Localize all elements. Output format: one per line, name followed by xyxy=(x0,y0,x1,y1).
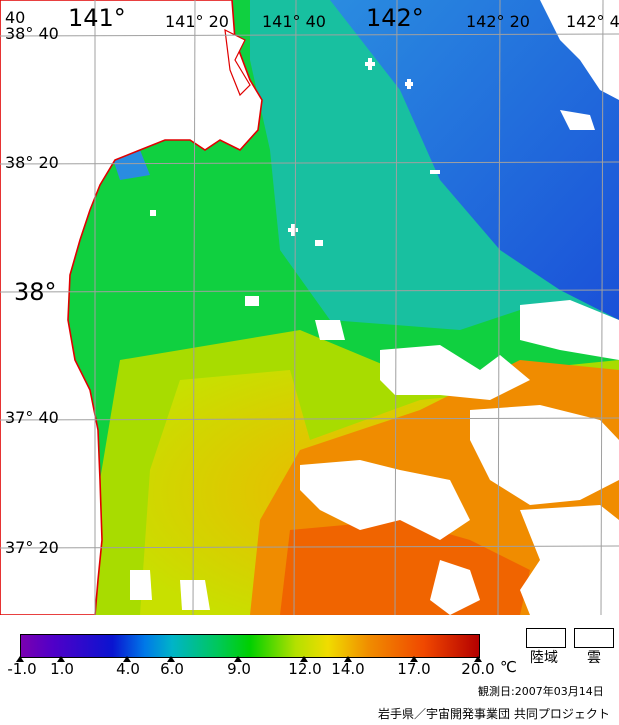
lon-label-141: 141° xyxy=(68,4,126,32)
sea-surface-temperature-map xyxy=(0,0,619,615)
grid-lines xyxy=(0,0,619,615)
colorbar-tick-label: 4.0 xyxy=(116,660,140,678)
land-legend-label: 陸域 xyxy=(530,650,558,666)
lon-label-141-20: 141° 20 xyxy=(165,12,229,31)
temperature-unit: ℃ xyxy=(500,658,517,676)
lon-label-142-40: 142° 4 xyxy=(566,12,619,31)
colorbar-tick xyxy=(16,656,24,662)
cloud-legend-label: 雲 xyxy=(587,650,601,666)
colorbar-tick xyxy=(167,656,175,662)
lon-label-142: 142° xyxy=(366,4,424,32)
land-area xyxy=(0,0,263,615)
cold-water-region xyxy=(330,0,619,320)
cloud-patches xyxy=(130,0,619,615)
colorbar-tick xyxy=(344,656,352,662)
lat-label-37-20: 37° 20 xyxy=(5,538,59,557)
lon-label-141-40: 141° 40 xyxy=(262,12,326,31)
colorbar-tick-label: 12.0 xyxy=(288,660,322,678)
colorbar-tick xyxy=(410,656,418,662)
coast-detail xyxy=(224,28,251,97)
colorbar-tick xyxy=(234,656,242,662)
lat-label-38-40: 38° 40 xyxy=(5,24,59,43)
colorbar-tick-label: 14.0 xyxy=(331,660,365,678)
colorbar-tick xyxy=(57,656,65,662)
lat-label-38-20: 38° 20 xyxy=(5,153,59,172)
colorbar-tick-label: 6.0 xyxy=(160,660,184,678)
lat-label-38: 38° xyxy=(14,278,57,306)
credit-line: 岩手県／宇宙開発事業団 共同プロジェクト xyxy=(378,707,610,721)
lon-label-142-20: 142° 20 xyxy=(466,12,530,31)
colorbar-tick xyxy=(300,656,308,662)
colorbar-tick-label: 17.0 xyxy=(397,660,431,678)
colorbar-tick xyxy=(123,656,131,662)
lat-label-37-40: 37° 40 xyxy=(5,408,59,427)
land-legend-swatch xyxy=(526,628,566,648)
cloud-specks xyxy=(150,58,440,306)
observation-date: 観測日:2007年03月14日 xyxy=(478,685,604,698)
temperature-color-bar xyxy=(20,634,480,658)
colorbar-tick-label: -1.0 xyxy=(7,660,37,678)
colorbar-tick xyxy=(474,656,482,662)
colorbar-tick-label: 1.0 xyxy=(50,660,74,678)
colorbar-tick-label: 9.0 xyxy=(227,660,251,678)
cloud-legend-swatch xyxy=(574,628,614,648)
colorbar-tick-label: 20.0 xyxy=(461,660,495,678)
corner-label: 40 xyxy=(5,8,26,27)
